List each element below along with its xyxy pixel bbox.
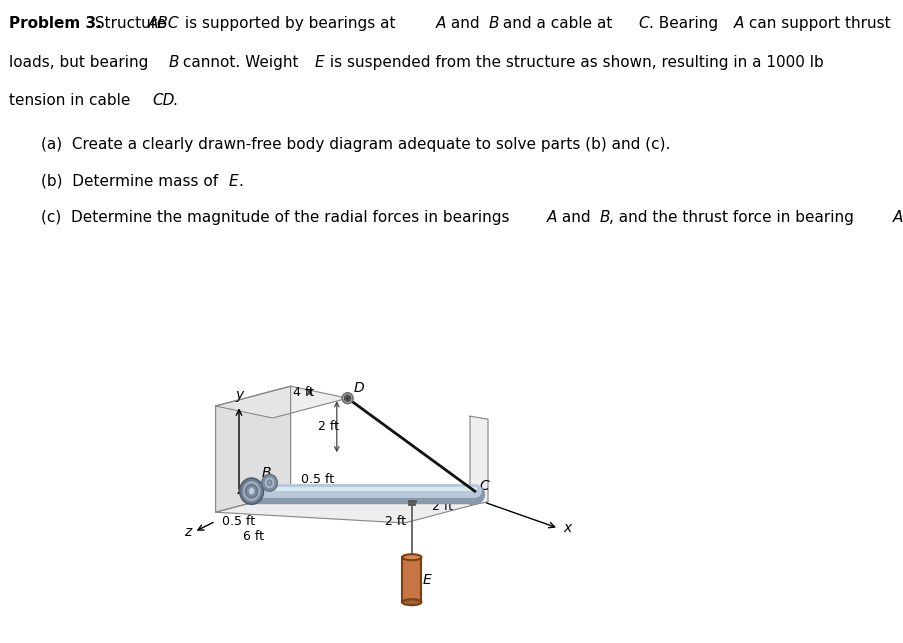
Text: A: A	[892, 210, 902, 225]
Text: x: x	[563, 521, 572, 536]
Text: A: A	[238, 483, 249, 497]
Text: and: and	[445, 16, 484, 31]
Ellipse shape	[246, 485, 257, 498]
Text: Problem 3.: Problem 3.	[9, 16, 102, 31]
Text: , and the thrust force in bearing: , and the thrust force in bearing	[609, 210, 858, 225]
Text: B: B	[599, 210, 610, 225]
Circle shape	[346, 397, 349, 399]
Text: is suspended from the structure as shown, resulting in a 1000 lb: is suspended from the structure as shown…	[324, 55, 823, 69]
Text: tension in cable: tension in cable	[9, 93, 135, 108]
Text: loads, but bearing: loads, but bearing	[9, 55, 154, 69]
Bar	[402, 557, 421, 602]
Text: B: B	[168, 55, 179, 69]
Ellipse shape	[264, 477, 275, 489]
Text: .: .	[238, 174, 243, 188]
Text: is supported by bearings at: is supported by bearings at	[180, 16, 400, 31]
Text: 6 ft: 6 ft	[242, 530, 264, 543]
Text: .: .	[172, 93, 177, 108]
Text: . Bearing: . Bearing	[648, 16, 722, 31]
Text: CD: CD	[152, 93, 174, 108]
Text: can support thrust: can support thrust	[743, 16, 889, 31]
Text: A: A	[546, 210, 556, 225]
Ellipse shape	[402, 554, 421, 560]
Text: Structure: Structure	[90, 16, 172, 31]
Text: y: y	[235, 388, 243, 403]
Text: C: C	[479, 480, 489, 493]
Text: B: B	[488, 16, 498, 31]
Text: 0.5 ft: 0.5 ft	[301, 473, 333, 485]
Text: D: D	[353, 381, 364, 395]
Text: 2 ft: 2 ft	[317, 420, 339, 433]
Text: A: A	[733, 16, 743, 31]
Ellipse shape	[242, 480, 261, 502]
Text: (b)  Determine mass of: (b) Determine mass of	[41, 174, 222, 188]
Text: A: A	[435, 16, 445, 31]
Text: z: z	[184, 525, 191, 539]
Text: and a cable at: and a cable at	[498, 16, 617, 31]
Ellipse shape	[402, 599, 421, 605]
Text: 4 ft: 4 ft	[293, 386, 313, 399]
Circle shape	[344, 395, 350, 401]
Text: and: and	[556, 210, 595, 225]
Text: 2 ft: 2 ft	[461, 487, 482, 501]
Text: 0.5 ft: 0.5 ft	[221, 514, 255, 528]
Ellipse shape	[239, 478, 264, 504]
Text: C: C	[638, 16, 648, 31]
Polygon shape	[215, 493, 479, 523]
Text: E: E	[314, 55, 324, 69]
Polygon shape	[215, 386, 290, 512]
Text: cannot. Weight: cannot. Weight	[178, 55, 303, 69]
Circle shape	[342, 393, 352, 404]
Ellipse shape	[262, 475, 277, 491]
Polygon shape	[470, 416, 488, 505]
Text: ABC: ABC	[148, 16, 180, 31]
Text: B: B	[261, 466, 270, 480]
Ellipse shape	[267, 480, 272, 486]
Ellipse shape	[248, 487, 255, 495]
Text: 2 ft: 2 ft	[431, 500, 452, 512]
Polygon shape	[215, 386, 348, 418]
Text: (a)  Create a clearly drawn-free body diagram adequate to solve parts (b) and (c: (a) Create a clearly drawn-free body dia…	[41, 137, 669, 152]
Text: E: E	[228, 174, 238, 188]
Text: (c)  Determine the magnitude of the radial forces in bearings: (c) Determine the magnitude of the radia…	[41, 210, 514, 225]
Text: 2 ft: 2 ft	[385, 514, 405, 528]
Text: E: E	[422, 573, 431, 586]
